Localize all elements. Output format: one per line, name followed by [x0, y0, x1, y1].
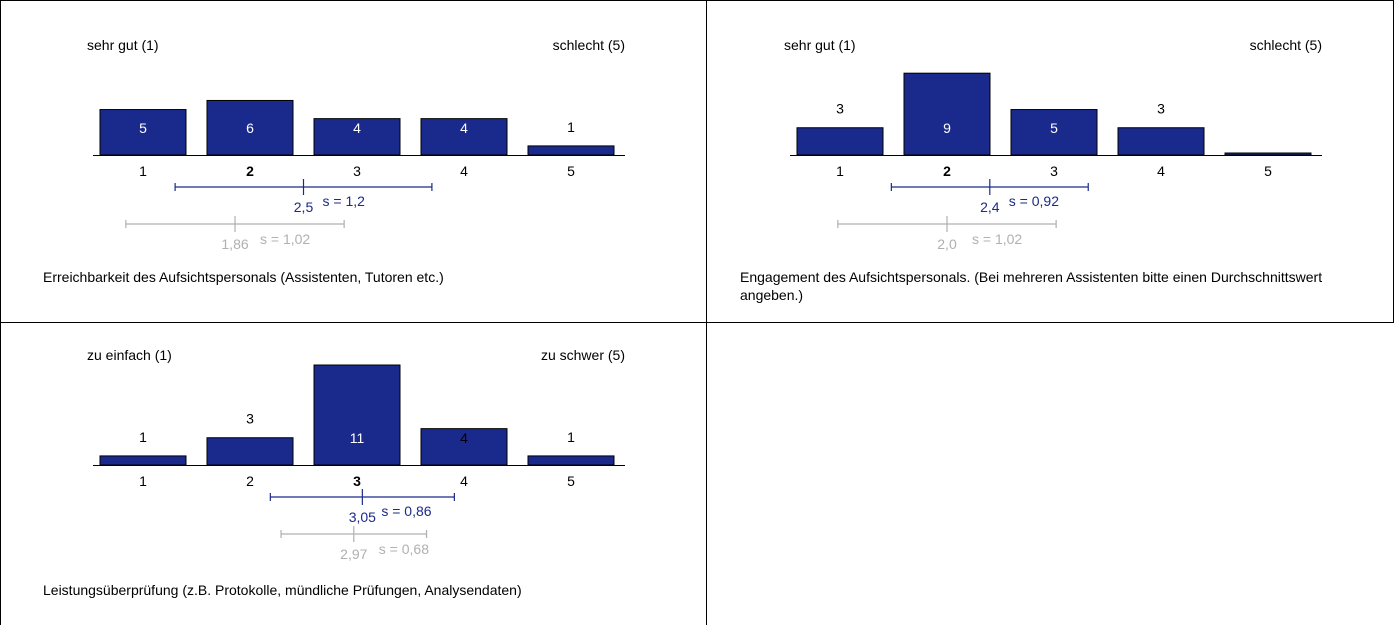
- bar-value-label: 5: [1050, 120, 1058, 136]
- bar: [527, 145, 615, 156]
- label-left: sehr gut (1): [784, 37, 856, 53]
- label-left: zu einfach (1): [87, 347, 172, 363]
- tick-label: 5: [567, 473, 575, 489]
- bar: [903, 72, 991, 156]
- reference-sd-label: s = 1,02: [972, 231, 1022, 247]
- bar-value-label: 3: [1157, 101, 1165, 117]
- bar: [1224, 152, 1312, 156]
- bar-value-label: 3: [836, 101, 844, 117]
- bar: [99, 455, 187, 466]
- tick-label: 3: [1050, 163, 1058, 179]
- bar: [313, 118, 401, 156]
- bar-value-label: 9: [943, 120, 951, 136]
- tick-label: 5: [567, 163, 575, 179]
- caption-chart-1: Erreichbarkeit des Aufsichtspersonals (A…: [43, 269, 444, 285]
- reference-mean-label: 1,86: [221, 236, 248, 252]
- bar-value-label: 3: [246, 411, 254, 427]
- label-right: schlecht (5): [553, 37, 625, 53]
- bar: [420, 428, 508, 466]
- tick-label: 4: [1157, 163, 1165, 179]
- bar: [313, 364, 401, 466]
- sd-label: s = 1,2: [323, 193, 366, 209]
- mean-label: 2,5: [294, 199, 314, 215]
- bar-value-label: 1: [139, 429, 147, 445]
- bar-value-label: 1: [567, 119, 575, 135]
- tick-label: 4: [460, 473, 468, 489]
- tick-label: 3: [353, 473, 361, 489]
- tick-label: 2: [246, 473, 254, 489]
- tick-label: 1: [139, 473, 147, 489]
- reference-sd-label: s = 0,68: [379, 541, 429, 557]
- reference-sd-label: s = 1,02: [260, 231, 310, 247]
- bar-value-label: 4: [460, 120, 468, 136]
- bar-value-label: 11: [350, 430, 365, 446]
- bar-value-label: 6: [246, 120, 254, 136]
- sd-label: s = 0,92: [1009, 193, 1059, 209]
- mean-label: 2,4: [980, 199, 1000, 215]
- bar-value-label: 4: [460, 430, 468, 446]
- reference-mean-label: 2,97: [340, 546, 367, 562]
- tick-label: 3: [353, 163, 361, 179]
- caption-chart-2: Engagement des Aufsichtspersonals. (Bei …: [740, 269, 1323, 303]
- bar-value-label: 1: [567, 429, 575, 445]
- mean-label: 3,05: [349, 509, 376, 525]
- chart-1: sehr gut (1) schlecht (5) 5 6 4 4 1 1 2 3 4 5 2,5 s =…: [87, 37, 625, 252]
- bar-value-label: 4: [353, 120, 361, 136]
- tick-label: 1: [139, 163, 147, 179]
- bar: [796, 127, 884, 156]
- bar: [206, 437, 294, 466]
- caption-chart-3: Leistungsüberprüfung (z.B. Protokolle, m…: [43, 582, 522, 598]
- tick-label: 4: [460, 163, 468, 179]
- tick-label: 5: [1264, 163, 1272, 179]
- tick-label: 2: [943, 163, 951, 179]
- bar-value-label: 5: [139, 120, 147, 136]
- label-right: zu schwer (5): [541, 347, 625, 363]
- reference-mean-label: 2,0: [937, 236, 957, 252]
- bar: [527, 455, 615, 466]
- label-right: schlecht (5): [1250, 37, 1322, 53]
- sd-label: s = 0,86: [381, 503, 431, 519]
- bar: [1117, 127, 1205, 156]
- bar: [99, 109, 187, 156]
- tick-label: 1: [836, 163, 844, 179]
- bar: [1010, 109, 1098, 156]
- tick-label: 2: [246, 163, 254, 179]
- chart-2: sehr gut (1) schlecht (5) 3 9 5 3 1 2 3 4 5 2,4 s = …: [784, 37, 1322, 252]
- label-left: sehr gut (1): [87, 37, 159, 53]
- bar: [420, 118, 508, 156]
